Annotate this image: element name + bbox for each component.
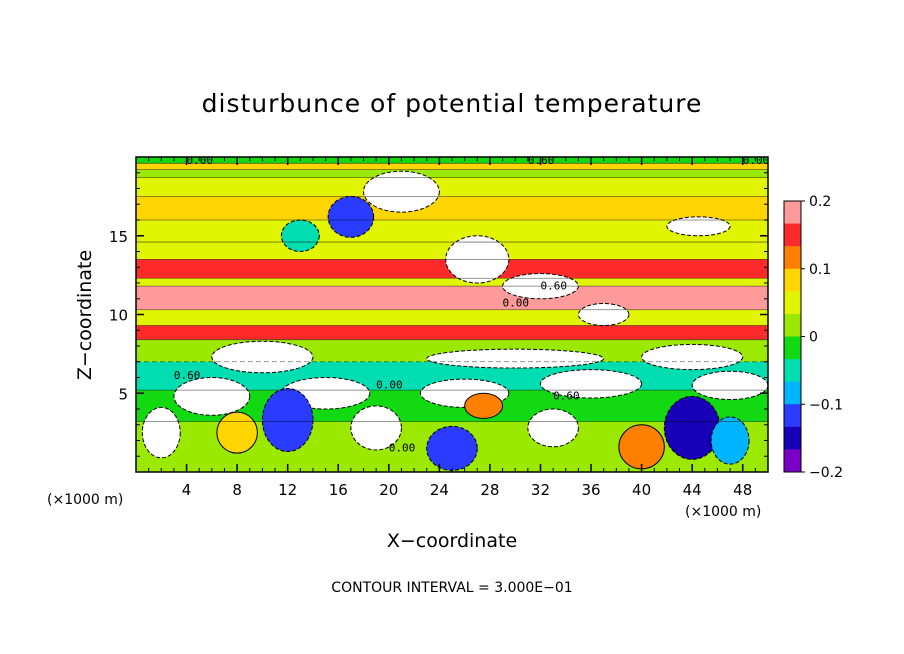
y-axis-label: Z−coordinate (74, 250, 96, 380)
contour-label: 0.00 (743, 154, 770, 167)
contour-label: 0.00 (187, 154, 214, 167)
colorbar-segment (784, 404, 801, 428)
x-tick-label: 28 (480, 481, 499, 499)
colorbar-tick-label: 0 (809, 330, 818, 346)
colorbar-segment (784, 201, 801, 225)
field-anomaly-16 (327, 195, 375, 238)
colorbar-segment (784, 449, 801, 473)
field-anomaly-5 (211, 340, 314, 374)
x-tick-label: 4 (182, 481, 192, 499)
field-band-11 (136, 325, 768, 340)
field-anomaly-6 (426, 348, 605, 369)
colorbar-segment (784, 359, 801, 383)
x-tick-label: 48 (733, 481, 752, 499)
contour-label: 0.00 (503, 297, 530, 310)
field-anomaly-21 (618, 424, 665, 470)
field-anomaly-14 (350, 405, 402, 451)
contour-label: 0.60 (553, 390, 580, 403)
contour-interval-label: CONTOUR INTERVAL = 3.000E−01 (331, 580, 572, 596)
x-tick-label: 12 (278, 481, 297, 499)
field-anomaly-15 (527, 408, 579, 448)
field-anomaly-17 (280, 219, 320, 252)
field-anomaly-19 (426, 425, 478, 471)
colorbar-tick-label: −0.1 (809, 397, 843, 413)
field-anomaly-4 (577, 302, 630, 327)
x-unit-right: (×1000 m) (685, 504, 761, 520)
contour-label: 0.00 (376, 379, 403, 392)
contour-label: 0.60 (174, 369, 201, 382)
field-band-1 (136, 163, 768, 170)
field-anomaly-0 (363, 170, 440, 213)
x-tick-label: 24 (430, 481, 449, 499)
field-band-9 (136, 286, 768, 310)
field-anomaly-7 (641, 343, 744, 371)
colorbar-segment (784, 223, 801, 247)
x-axis-label: X−coordinate (387, 530, 517, 552)
colorbar-segment (784, 268, 801, 292)
x-tick-label: 40 (632, 481, 651, 499)
y-tick-label: 15 (109, 228, 128, 246)
field-anomaly-20 (663, 395, 721, 460)
x-tick-label: 36 (581, 481, 600, 499)
contour-label: 0.60 (540, 279, 567, 292)
field-band-10 (136, 309, 768, 326)
field-band-8 (136, 278, 768, 287)
field-anomaly-12 (691, 370, 768, 401)
y-axis: 5 10 15 (109, 172, 768, 457)
colorbar-tick-label: 0.1 (809, 262, 831, 278)
colorbar-segment (784, 426, 801, 450)
field-anomaly-24 (710, 416, 750, 465)
colorbar-tick-label: −0.2 (809, 465, 843, 481)
plot-area: 0.000.600.000.600.000.600.000.600.00 (136, 154, 770, 472)
chart-title: disturbunce of potential temperature (202, 89, 703, 118)
y-tick-label: 5 (118, 385, 128, 403)
colorbar-segment (784, 381, 801, 405)
field-anomaly-11 (539, 369, 643, 399)
colorbar-segment (784, 291, 801, 315)
x-unit-left: (×1000 m) (47, 492, 123, 508)
colorbar-segment (784, 336, 801, 360)
x-tick-label: 32 (531, 481, 550, 499)
field-band-4 (136, 196, 768, 220)
x-tick-label: 44 (683, 481, 702, 499)
field-band-2 (136, 169, 768, 178)
field-anomaly-3 (666, 216, 731, 237)
field-anomaly-18 (261, 388, 314, 453)
x-tick-label: 8 (232, 481, 242, 499)
colorbar-tick-label: 0.2 (809, 194, 831, 210)
field-anomaly-23 (464, 392, 504, 419)
colorbar-segment (784, 246, 801, 270)
field-anomaly-13 (141, 406, 181, 459)
contour-label: 0.00 (389, 442, 416, 455)
field-anomaly-22 (216, 411, 258, 454)
y-tick-label: 10 (109, 307, 128, 325)
colorbar-segment (784, 313, 801, 337)
field-anomaly-8 (173, 377, 251, 416)
x-tick-label: 20 (379, 481, 398, 499)
field-band-3 (136, 177, 768, 197)
x-axis: 4 8 12 16 20 24 28 32 36 40 44 48 (148, 157, 756, 499)
colorbar: 0.2 0.1 0 −0.1 −0.2 (783, 194, 843, 481)
x-tick-label: 16 (329, 481, 348, 499)
